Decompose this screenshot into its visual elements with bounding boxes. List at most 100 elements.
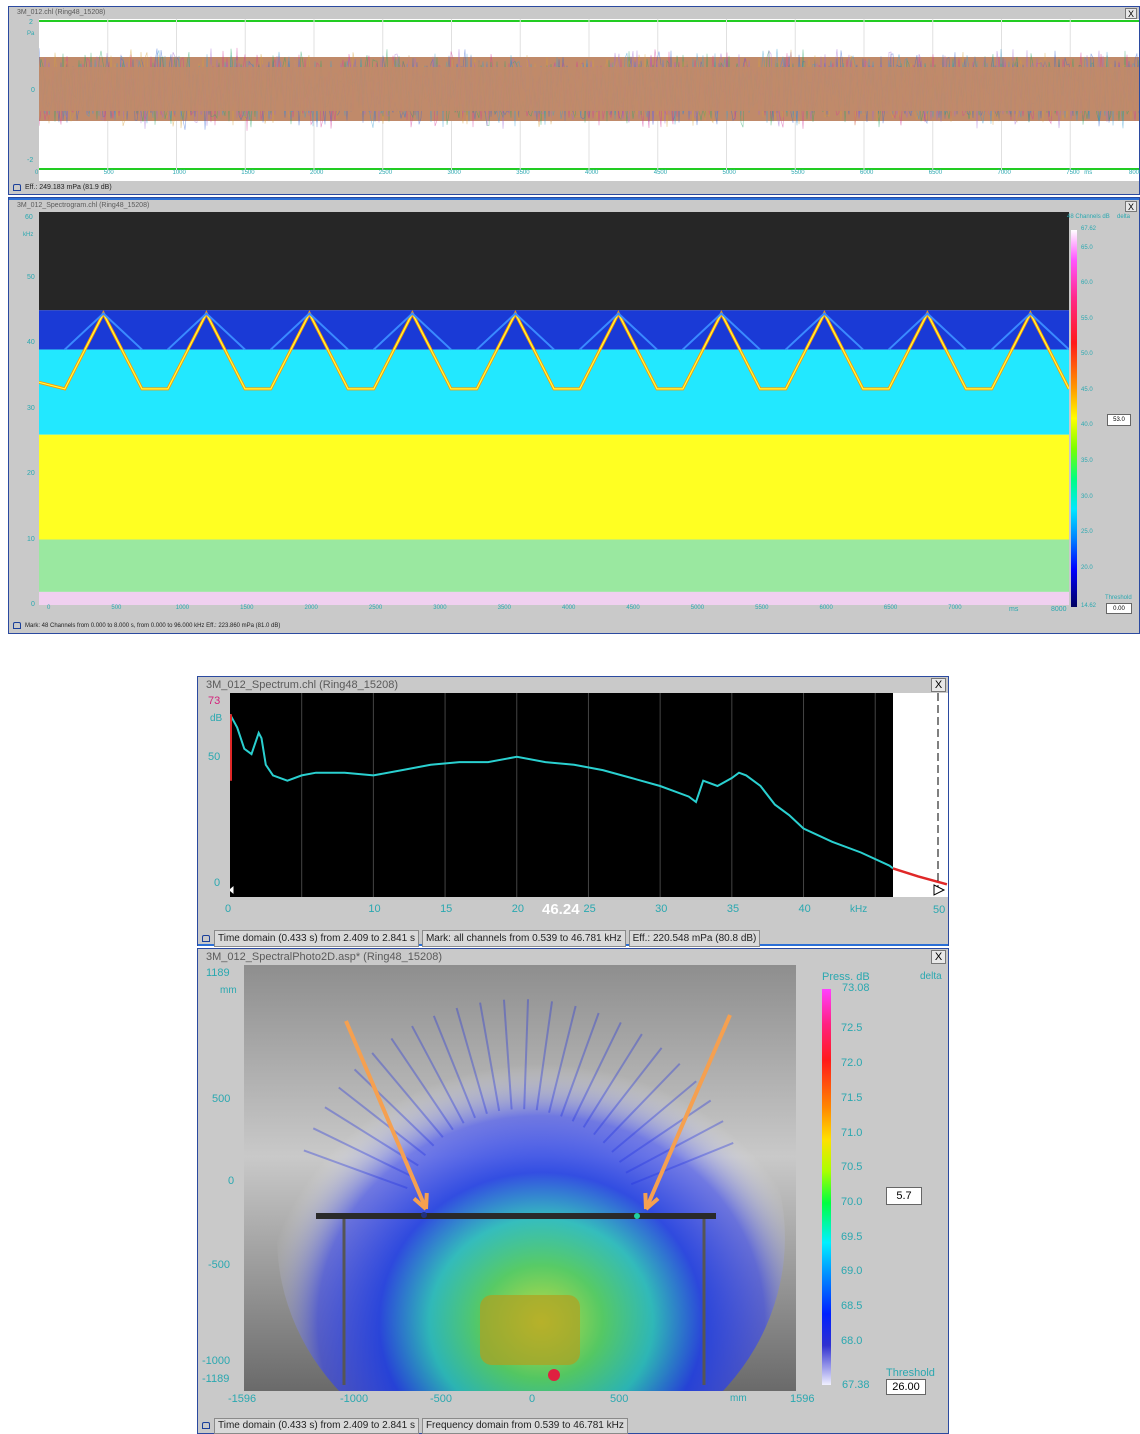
spectrogram-title: 3M_012_Spectrogram.chl (Ring48_15208) xyxy=(17,202,150,209)
x-tick-label: 10 xyxy=(368,903,381,915)
microphone-marker xyxy=(634,1213,640,1219)
x-tick-label: 15 xyxy=(440,903,453,915)
acoustic-photo-plot[interactable] xyxy=(244,965,796,1391)
colorbar-max-label: 67.62 xyxy=(1081,226,1097,232)
spectrum-status-bar: Time domain (0.433 s) from 2.409 to 2.84… xyxy=(198,929,948,947)
x-tick-label: 0 xyxy=(529,1393,536,1405)
y-tick-label: -1189 xyxy=(202,1373,230,1385)
colorbar-tick-label: 50.0 xyxy=(1081,351,1093,358)
y-tick-label: 60 xyxy=(25,214,33,221)
spectrum-title-bar[interactable]: 3M_012_Spectrum.chl (Ring48_15208) X xyxy=(198,677,948,693)
sidelobe-ray xyxy=(312,1127,413,1178)
x-tick-label: 20 xyxy=(511,903,524,915)
spectrum-line-out-of-range xyxy=(892,867,948,886)
colorbar-tick-label: 40.0 xyxy=(1081,422,1093,429)
y-tick-label: 0 xyxy=(31,87,35,94)
y-unit-label: mm xyxy=(220,985,237,996)
colorbar-tick-label: 20.0 xyxy=(1081,564,1093,571)
lock-icon[interactable] xyxy=(13,621,21,629)
sweep-peak xyxy=(270,312,349,351)
x-tick-label: 2500 xyxy=(378,170,393,176)
x-tick-label: -500 xyxy=(430,1393,453,1405)
colorbar-min-label: 67.38 xyxy=(842,1379,870,1391)
close-button[interactable]: X xyxy=(931,950,946,964)
time-signal-title-bar[interactable]: 3M_012.chl (Ring48_15208) X xyxy=(9,7,1139,19)
sidelobe-ray xyxy=(571,1021,622,1122)
y-unit-label: Pa xyxy=(27,31,35,37)
y-unit-label: kHz xyxy=(23,232,34,238)
spectral-photo-status-bar: Time domain (0.433 s) from 2.409 to 2.84… xyxy=(198,1417,948,1434)
sidelobe-ray xyxy=(582,1033,643,1128)
colorbar-tick-label: 30.0 xyxy=(1081,493,1093,500)
y-tick-label: 50 xyxy=(27,273,35,281)
y-tick-label: -500 xyxy=(208,1259,231,1271)
x-tick-label: 35 xyxy=(726,903,740,915)
x-tick-label: 7000 xyxy=(948,605,962,611)
sidelobe-ray xyxy=(432,1015,476,1119)
x-unit-label: ms xyxy=(1009,606,1019,613)
range-end-marker-icon[interactable] xyxy=(933,884,946,896)
arrow-head-icon xyxy=(643,1192,660,1211)
x-tick-label: 0 xyxy=(225,903,232,915)
sweep-peak xyxy=(476,312,555,351)
x-tick-label: 7000 xyxy=(997,170,1011,176)
x-tick-label: 6000 xyxy=(860,170,874,176)
spectrum-plot[interactable] xyxy=(230,693,948,897)
colorbar-tick-label: 70.5 xyxy=(841,1161,863,1174)
colorbar-tick-label: 72.5 xyxy=(841,1022,863,1035)
lock-icon[interactable] xyxy=(13,183,21,191)
y-tick-label: 2 xyxy=(29,19,33,26)
x-tick-label: 40 xyxy=(798,903,811,915)
x-tick-label: 7500 xyxy=(1066,170,1080,176)
colorbar-tick-label: 68.0 xyxy=(841,1334,863,1347)
x-tick-label: 6500 xyxy=(928,170,943,176)
sweep-peak xyxy=(64,312,143,351)
colorbar[interactable] xyxy=(822,989,831,1385)
colorbar[interactable] xyxy=(1071,230,1077,607)
sidelobe-ray xyxy=(593,1047,663,1136)
close-button[interactable]: X xyxy=(1125,8,1137,19)
colorbar-tick-label: 68.5 xyxy=(841,1300,863,1313)
sidelobe-ray xyxy=(479,1002,501,1112)
sweep-peak xyxy=(888,312,967,351)
lock-icon[interactable] xyxy=(202,934,210,942)
threshold-input[interactable]: 26.00 xyxy=(886,1379,926,1395)
x-tick-label: 5000 xyxy=(722,170,736,176)
x-tick-label: 6500 xyxy=(883,605,898,611)
sidelobe-ray xyxy=(630,1142,734,1186)
time-signal-plot[interactable] xyxy=(39,19,1139,171)
sidelobe-ray xyxy=(502,999,513,1110)
lock-icon[interactable] xyxy=(202,1421,210,1429)
close-button[interactable]: X xyxy=(1125,201,1137,212)
range-start-marker-icon[interactable] xyxy=(230,883,235,897)
sound-pressure-heatmap xyxy=(277,1003,785,1391)
colorbar-ticks: 72.5 72.0 71.5 71.0 70.5 70.0 69.5 69.0 68.5 68.0 xyxy=(831,989,881,1385)
x-tick-label: 5000 xyxy=(690,605,705,611)
sidelobe-ray xyxy=(618,1099,712,1163)
delta-value-box[interactable]: 5.7 xyxy=(886,1187,922,1205)
x-tick-label: 3500 xyxy=(497,605,511,611)
spectrogram-title-bar[interactable]: 3M_012_Spectrogram.chl (Ring48_15208) X xyxy=(9,198,1139,212)
time-signal-panel: 3M_012.chl (Ring48_15208) X 2 Pa 0 -2 0 5… xyxy=(8,6,1140,195)
sidelobe-ray xyxy=(523,999,530,1110)
signal-core xyxy=(39,67,1139,111)
sidelobe-ray xyxy=(602,1062,681,1144)
spectral-photo-title: 3M_012_SpectralPhoto2D.asp* (Ring48_1520… xyxy=(206,951,443,963)
colorbar-tick-label: 69.5 xyxy=(841,1230,863,1243)
sidelobe-ray xyxy=(455,1007,488,1115)
threshold-input[interactable]: 0.00 xyxy=(1106,603,1132,614)
close-button[interactable]: X xyxy=(931,678,946,692)
x-tick-label: -1596 xyxy=(228,1393,257,1405)
sidelobe-ray xyxy=(338,1086,427,1157)
threshold-label: Threshold xyxy=(1105,595,1132,601)
spectrogram-plot[interactable] xyxy=(39,212,1069,605)
compressor-object xyxy=(480,1295,580,1365)
spectral-photo-title-bar[interactable]: 3M_012_SpectralPhoto2D.asp* (Ring48_1520… xyxy=(198,949,948,965)
sweep-peak xyxy=(167,312,246,351)
x-tick-label: 500 xyxy=(610,1393,629,1405)
arrow-head-icon xyxy=(412,1192,429,1211)
colorbar-title: Press. dB xyxy=(822,971,870,983)
delta-value-box[interactable]: 53.0 xyxy=(1107,414,1131,426)
spectrum-background xyxy=(230,693,893,897)
colorbar-tick-label: 65.0 xyxy=(1081,244,1093,251)
